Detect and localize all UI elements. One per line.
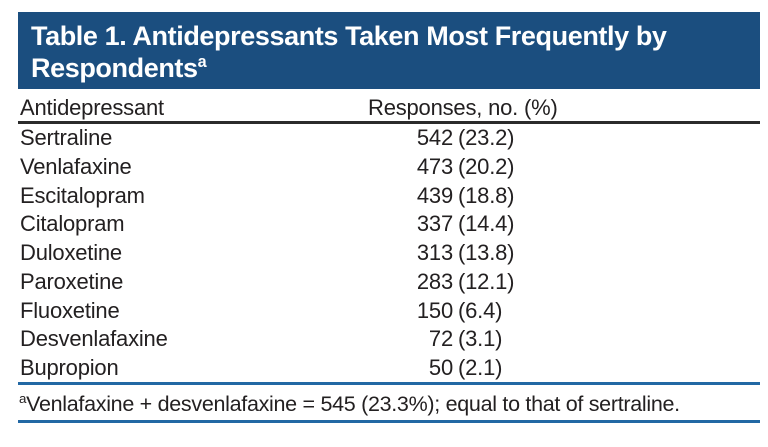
responses-pct-cell: (2.1) — [458, 355, 503, 380]
table-title-line1: Table 1. Antidepressants Taken Most Freq… — [31, 21, 667, 51]
responses-count-cell: 473 — [416, 153, 453, 179]
responses-pct-cell: (20.2) — [458, 153, 515, 179]
column-header-responses: Responses, no. (%) — [368, 95, 558, 120]
table-title-line2: Respondentsa — [31, 52, 746, 84]
footnote-text: Venlafaxine + desvenlafaxine = 545 (23.3… — [26, 392, 680, 416]
table-body: Sertraline 542 (23.2) Venlafaxine 473 (2… — [18, 124, 760, 383]
table-title-line2-text: Respondents — [31, 53, 198, 83]
table-footnote: aVenlafaxine + desvenlafaxine = 545 (23.… — [19, 391, 759, 417]
drug-name-cell: Duloxetine — [20, 240, 122, 265]
responses-count-cell: 150 — [416, 297, 453, 323]
drug-name-cell: Desvenlafaxine — [20, 326, 168, 352]
table-row: Venlafaxine 473 (20.2) — [18, 153, 760, 182]
column-header-antidepressant: Antidepressant — [20, 95, 164, 120]
footnote-bottom-rule — [18, 420, 760, 423]
footnote-marker: a — [19, 390, 27, 406]
responses-count-cell: 313 — [416, 240, 453, 265]
responses-pct-cell: (18.8) — [458, 182, 515, 208]
responses-count-cell: 542 — [416, 125, 453, 150]
table-row: Sertraline 542 (23.2) — [18, 124, 760, 153]
table-row: Fluoxetine 150 (6.4) — [18, 297, 760, 326]
table-row: Desvenlafaxine 72 (3.1) — [18, 325, 760, 354]
drug-name-cell: Fluoxetine — [20, 297, 120, 323]
drug-name-cell: Paroxetine — [20, 268, 124, 294]
header-divider-line — [18, 121, 760, 124]
responses-pct-cell: (14.4) — [458, 211, 515, 237]
responses-pct-cell: (3.1) — [458, 326, 503, 352]
responses-count-cell: 439 — [416, 182, 453, 208]
drug-name-cell: Bupropion — [20, 355, 119, 380]
column-header-row: Antidepressant Responses, no. (%) — [18, 94, 760, 121]
drug-name-cell: Citalopram — [20, 211, 125, 237]
drug-name-cell: Sertraline — [20, 125, 113, 150]
title-footnote-marker: a — [197, 53, 207, 71]
drug-name-cell: Venlafaxine — [20, 153, 132, 179]
table-title-bar: Table 1. Antidepressants Taken Most Freq… — [18, 12, 760, 89]
responses-pct-cell: (23.2) — [458, 125, 515, 150]
drug-name-cell: Escitalopram — [20, 182, 145, 208]
responses-count-cell: 283 — [416, 268, 453, 294]
responses-count-cell: 72 — [428, 326, 453, 352]
footnote-top-rule — [18, 382, 760, 385]
table-row: Duloxetine 313 (13.8) — [18, 239, 760, 268]
responses-pct-cell: (12.1) — [458, 268, 515, 294]
table-row: Citalopram 337 (14.4) — [18, 210, 760, 239]
table-row: Paroxetine 283 (12.1) — [18, 268, 760, 297]
table-row: Bupropion 50 (2.1) — [18, 354, 760, 383]
table-row: Escitalopram 439 (18.8) — [18, 182, 760, 211]
responses-count-cell: 337 — [416, 211, 453, 237]
responses-pct-cell: (6.4) — [458, 297, 503, 323]
responses-pct-cell: (13.8) — [458, 240, 515, 265]
responses-count-cell: 50 — [428, 355, 453, 380]
